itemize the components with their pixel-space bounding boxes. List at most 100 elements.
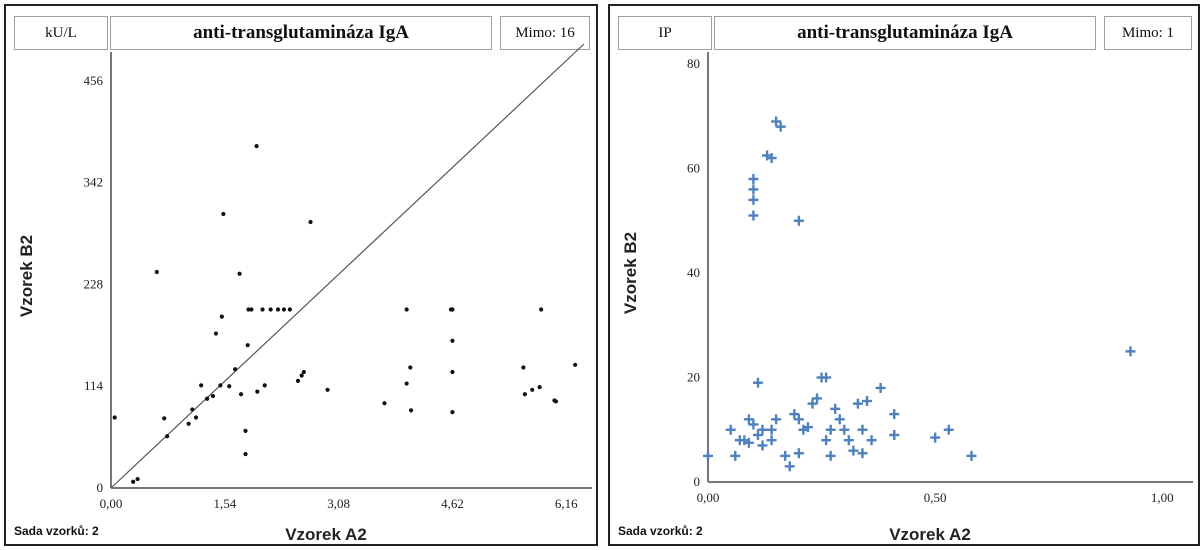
data-point	[227, 384, 232, 389]
data-point	[246, 307, 251, 312]
data-point	[553, 399, 559, 404]
y-tick-label: 60	[687, 161, 700, 176]
data-point	[730, 450, 741, 461]
data-point	[131, 479, 136, 484]
data-point	[825, 450, 836, 461]
data-point	[408, 365, 413, 370]
data-point	[743, 414, 754, 425]
data-point	[573, 362, 578, 367]
chart-title: anti-transglutamináza IgA	[714, 16, 1096, 50]
data-point	[743, 437, 754, 448]
data-point	[775, 121, 786, 132]
data-point	[238, 392, 244, 397]
data-point	[193, 415, 199, 420]
data-point	[748, 173, 759, 184]
data-point	[204, 396, 210, 401]
x-tick-label: 6,16	[555, 496, 578, 511]
y-tick-label: 0	[694, 474, 701, 489]
data-point	[725, 424, 736, 435]
data-point	[165, 434, 170, 439]
data-point	[930, 432, 941, 443]
data-point	[301, 369, 306, 375]
reference-line	[110, 43, 585, 489]
data-point	[857, 424, 868, 435]
y-tick-label: 80	[687, 56, 700, 71]
data-point	[249, 307, 254, 312]
data-point	[812, 393, 823, 404]
data-point	[848, 445, 859, 456]
chart-title: anti-transglutamináza IgA	[110, 16, 492, 50]
data-point	[889, 429, 900, 440]
data-point	[450, 338, 455, 343]
x-tick-label: 0,50	[924, 490, 947, 505]
data-point	[233, 367, 238, 372]
data-point	[408, 408, 414, 413]
data-point	[162, 416, 167, 421]
data-point	[281, 307, 287, 312]
data-point	[830, 403, 841, 414]
sample-set-label: Sada vzorků: 2	[618, 524, 703, 538]
data-point	[404, 307, 409, 312]
data-point	[221, 211, 226, 217]
data-point	[245, 343, 250, 348]
data-point	[771, 116, 782, 127]
data-point	[199, 383, 204, 388]
data-point	[237, 271, 242, 276]
data-point	[748, 194, 759, 205]
data-point	[771, 414, 782, 425]
data-point	[295, 378, 301, 383]
x-tick-label: 1,54	[213, 496, 236, 511]
sample-set-label: Sada vzorků: 2	[14, 524, 99, 538]
data-point	[299, 373, 304, 378]
data-point	[112, 415, 117, 420]
data-point	[966, 450, 977, 461]
data-point	[210, 393, 216, 399]
data-point	[766, 153, 777, 164]
data-point	[530, 387, 535, 392]
data-point	[757, 424, 768, 435]
data-point	[852, 398, 863, 409]
data-point	[243, 428, 248, 433]
data-point	[522, 392, 527, 397]
x-tick-label: 1,00	[1151, 490, 1174, 505]
data-point	[703, 450, 713, 461]
x-tick-label: 0,00	[100, 496, 123, 511]
data-point	[135, 476, 140, 482]
data-point	[255, 389, 260, 394]
data-point	[802, 422, 813, 433]
data-point	[748, 419, 759, 430]
data-point	[243, 451, 248, 457]
data-point	[752, 429, 763, 440]
data-point	[757, 440, 768, 451]
y-tick-label: 228	[84, 276, 104, 291]
data-point	[748, 184, 759, 195]
data-point	[382, 401, 387, 406]
data-point	[875, 382, 886, 393]
data-point	[186, 421, 191, 426]
data-point	[262, 383, 267, 388]
data-point	[218, 383, 223, 388]
data-point	[260, 307, 265, 312]
data-point	[825, 424, 836, 435]
y-tick-label: 456	[84, 73, 104, 88]
data-point	[780, 450, 791, 461]
scatter-plot-right: 0,00 0,50 1,00 0 20 40 60 80 Vzorek A2 Vzorek B2	[621, 52, 1193, 544]
y-tick-label: 114	[84, 378, 104, 393]
data-point	[748, 210, 759, 221]
data-point	[821, 372, 832, 383]
x-axis-title: Vzorek A2	[285, 525, 367, 544]
y-axis-title: Vzorek B2	[621, 232, 640, 314]
data-point	[843, 435, 854, 446]
data-point	[450, 369, 455, 375]
data-point	[154, 269, 159, 275]
data-point	[821, 435, 832, 446]
data-point	[450, 307, 455, 312]
data-point	[839, 424, 850, 435]
y-tick-label: 0	[97, 480, 104, 495]
data-point	[219, 314, 224, 319]
data-point	[752, 377, 763, 388]
data-point	[213, 331, 219, 336]
data-point	[766, 424, 777, 435]
chart-panel-right: IP anti-transglutamináza IgA Mimo: 1 0,0…	[608, 4, 1200, 546]
data-point	[866, 435, 877, 446]
